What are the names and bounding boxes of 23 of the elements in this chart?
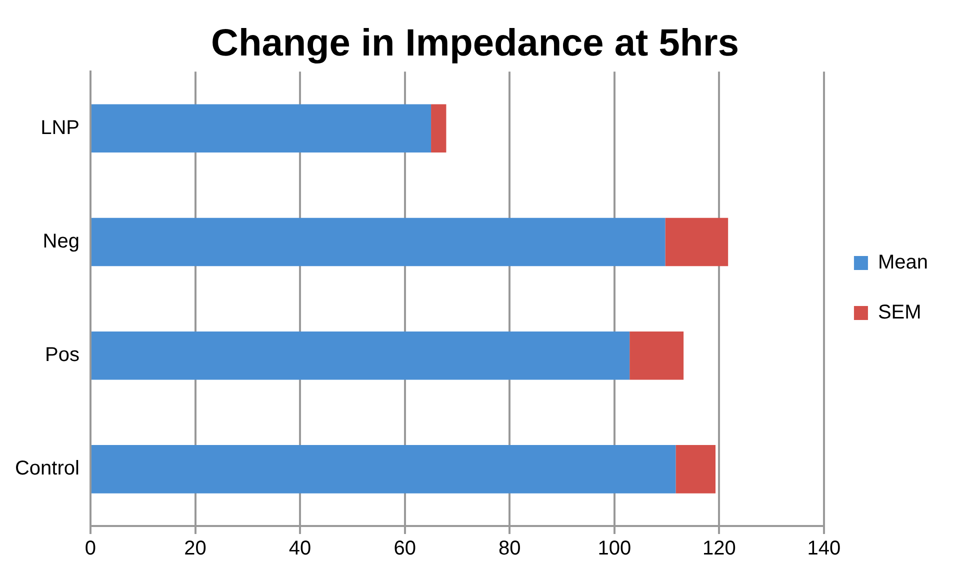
bar xyxy=(665,218,728,266)
bar xyxy=(91,218,666,266)
legend-label: SEM xyxy=(878,302,922,324)
chart-title: Change in Impedance at 5hrs xyxy=(211,22,739,64)
x-tick-label: 80 xyxy=(498,538,521,560)
bar xyxy=(91,445,676,494)
x-tick-label: 40 xyxy=(288,538,312,560)
y-tick-label: Pos xyxy=(45,344,80,366)
bar xyxy=(91,331,630,380)
x-tick-label: 140 xyxy=(807,538,841,560)
bar xyxy=(91,104,432,153)
y-tick-label: LNP xyxy=(40,116,80,139)
y-tick-label: Control xyxy=(14,458,80,480)
bar xyxy=(676,445,716,494)
x-tick-label: 100 xyxy=(598,538,632,560)
bar xyxy=(630,331,684,380)
x-tick-label: 120 xyxy=(702,538,736,560)
legend-label: Mean xyxy=(878,252,928,274)
x-tick-label: 60 xyxy=(394,538,416,560)
y-tick-label: Neg xyxy=(42,230,80,253)
x-tick-label: 0 xyxy=(84,538,96,560)
bar xyxy=(431,104,446,153)
x-tick-label: 20 xyxy=(184,538,206,560)
